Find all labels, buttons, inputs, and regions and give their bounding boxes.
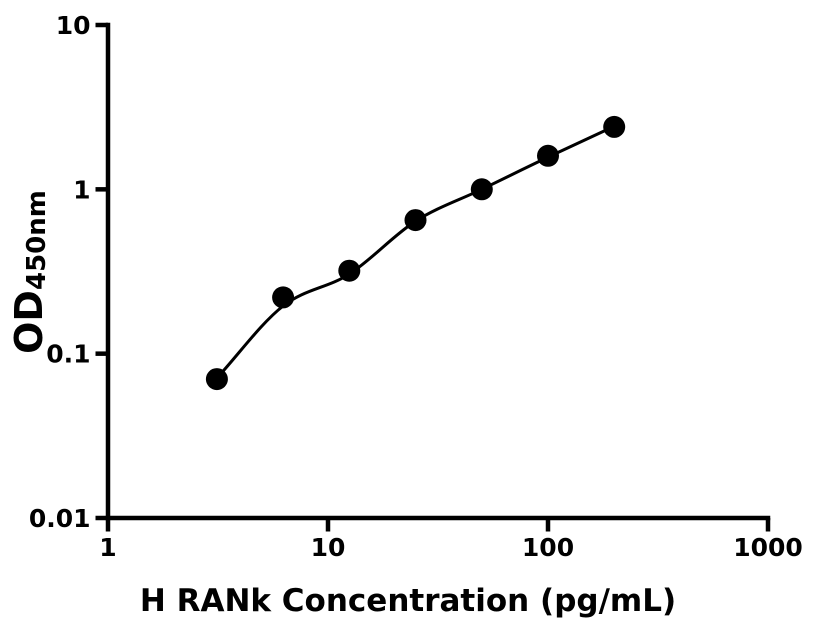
y-tick-label: 0.1 [46, 340, 90, 369]
y-tick-label: 1 [73, 175, 90, 204]
y-tick-label: 0.01 [29, 504, 91, 533]
data-point-marker [537, 144, 559, 167]
data-point-marker [205, 368, 228, 391]
data-point-marker [603, 115, 626, 138]
y-tick-label: 10 [56, 11, 91, 40]
x-tick-label: 1 [99, 533, 116, 562]
x-tick-label: 1000 [733, 533, 803, 562]
y-axis-title-main: OD [7, 290, 51, 354]
x-axis-title: H RANk Concentration (pg/mL) [139, 583, 677, 619]
x-tick-label: 100 [522, 533, 574, 562]
data-point-marker [338, 259, 361, 282]
data-point-marker [404, 209, 427, 232]
y-axis-title-subscript: 450nm [22, 190, 52, 291]
data-point-marker [470, 178, 493, 201]
data-point-marker [272, 286, 295, 309]
x-tick-label: 10 [311, 533, 346, 562]
